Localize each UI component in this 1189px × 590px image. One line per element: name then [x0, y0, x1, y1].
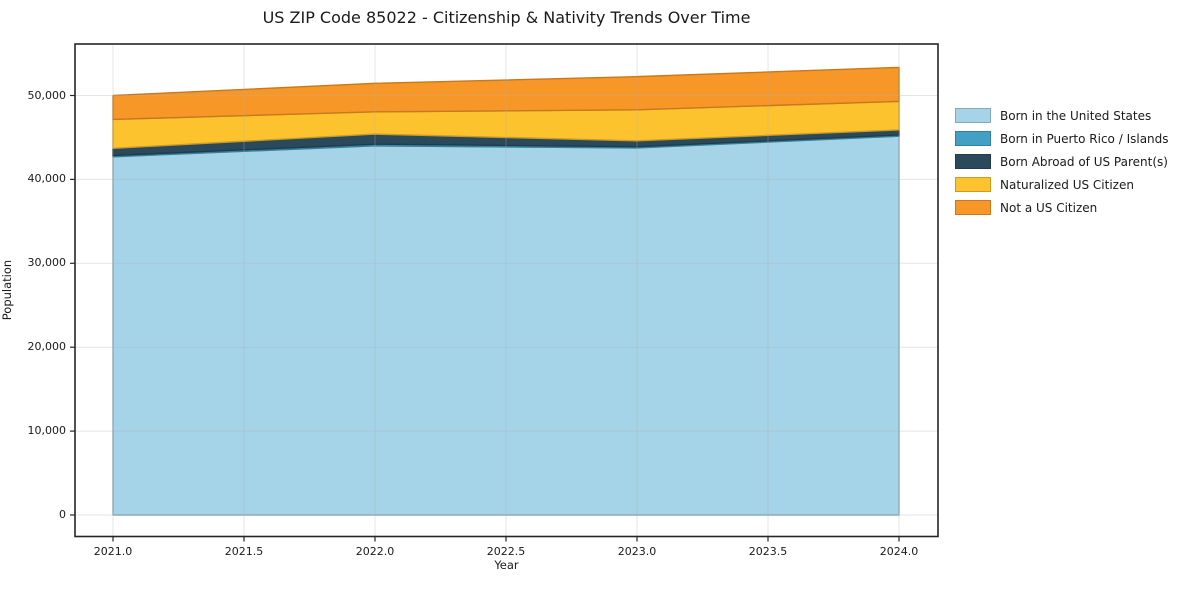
- legend-label: Born in Puerto Rico / Islands: [1000, 131, 1169, 146]
- y-tick-label: 10,000: [27, 424, 67, 438]
- y-tick-label: 30,000: [27, 256, 67, 270]
- legend-swatch-icon: [955, 154, 991, 169]
- area-series-4: [112, 66, 900, 121]
- y-tick-label: 0: [59, 508, 66, 521]
- legend-label: Naturalized US Citizen: [1000, 177, 1134, 192]
- legend-label: Born Abroad of US Parent(s): [1000, 154, 1168, 169]
- x-tick-label: 2022.0: [355, 544, 395, 558]
- y-tick-label: 40,000: [27, 172, 67, 186]
- legend-item: Born Abroad of US Parent(s): [955, 150, 1169, 173]
- legend-item: Born in Puerto Rico / Islands: [955, 127, 1169, 150]
- legend-swatch-icon: [955, 131, 991, 146]
- legend: Born in the United States Born in Puerto …: [955, 104, 1169, 219]
- x-tick-label: 2023.5: [748, 544, 788, 558]
- legend-item: Naturalized US Citizen: [955, 173, 1169, 196]
- legend-swatch-icon: [955, 108, 991, 123]
- chart-title: US ZIP Code 85022 - Citizenship & Nativi…: [262, 8, 751, 27]
- legend-item: Not a US Citizen: [955, 196, 1169, 219]
- x-axis-label: Year: [494, 558, 519, 572]
- x-tick-label: 2021.5: [224, 544, 264, 558]
- y-axis-label: Population: [0, 259, 14, 321]
- legend-swatch-icon: [955, 177, 991, 192]
- y-tick-label: 20,000: [27, 340, 67, 354]
- legend-label: Born in the United States: [1000, 108, 1152, 123]
- x-tick-label: 2022.5: [486, 544, 526, 558]
- legend-swatch-icon: [955, 200, 991, 215]
- legend-label: Not a US Citizen: [1000, 200, 1098, 215]
- legend-item: Born in the United States: [955, 104, 1169, 127]
- x-tick-label: 2023.0: [617, 544, 657, 558]
- x-tick-label: 2024.0: [879, 544, 919, 558]
- x-tick-label: 2021.0: [93, 544, 133, 558]
- y-tick-label: 50,000: [27, 88, 67, 102]
